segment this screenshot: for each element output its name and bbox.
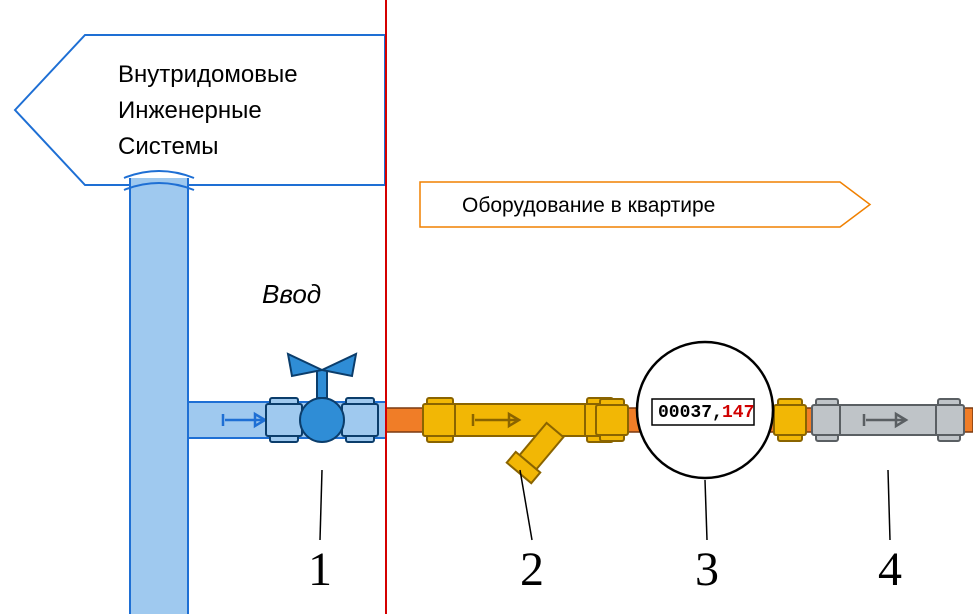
- callout-number-4: 4: [878, 543, 902, 596]
- building-systems-label: Инженерные: [118, 97, 262, 124]
- valve-stem: [317, 370, 327, 398]
- building-systems-label: Системы: [118, 133, 219, 160]
- apartment-label: Оборудование в квартире: [462, 194, 715, 217]
- meter-reading-frac: 147: [722, 403, 754, 423]
- fitting-nut: [774, 405, 806, 435]
- fitting-nut: [934, 405, 964, 435]
- callout-number-2: 2: [520, 543, 544, 596]
- meter-reading-int: 00037,: [658, 403, 723, 423]
- fitting-nut: [342, 404, 378, 436]
- input-label: Ввод: [262, 279, 321, 309]
- fitting-nut: [266, 404, 302, 436]
- fitting-nut: [812, 405, 842, 435]
- riser-pipe: [130, 178, 188, 614]
- fitting-nut: [423, 404, 457, 436]
- shutoff-valve-body: [300, 398, 344, 442]
- callout-number-3: 3: [695, 543, 719, 596]
- fitting-nut: [596, 405, 628, 435]
- callout-number-1: 1: [308, 543, 332, 596]
- building-systems-label: Внутридомовые: [118, 61, 298, 88]
